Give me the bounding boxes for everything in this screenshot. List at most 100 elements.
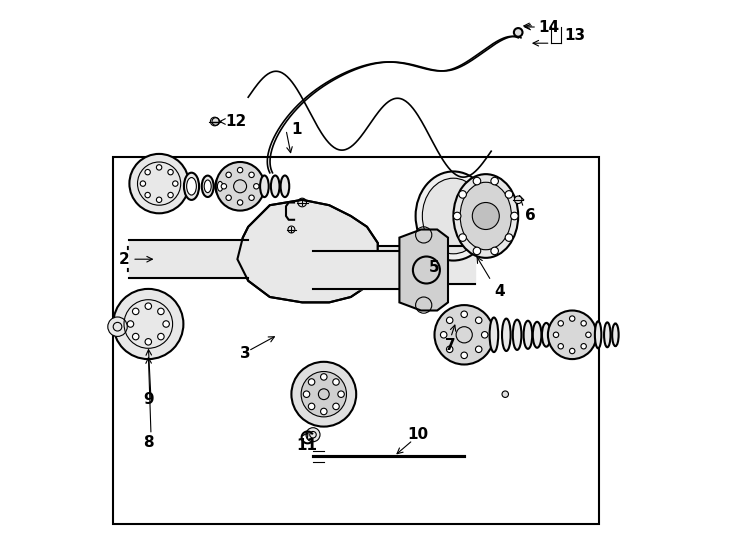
Circle shape: [156, 165, 161, 170]
Circle shape: [306, 428, 320, 442]
Circle shape: [291, 362, 356, 427]
Circle shape: [163, 321, 170, 327]
Polygon shape: [237, 200, 378, 302]
Text: 12: 12: [225, 114, 247, 129]
Ellipse shape: [454, 174, 518, 258]
Circle shape: [459, 234, 466, 241]
Circle shape: [211, 117, 219, 126]
Text: 6: 6: [526, 208, 536, 224]
Circle shape: [321, 374, 327, 380]
Circle shape: [108, 317, 127, 336]
Ellipse shape: [184, 173, 199, 200]
Ellipse shape: [415, 172, 491, 261]
Text: 10: 10: [407, 427, 429, 442]
Circle shape: [581, 343, 586, 349]
Circle shape: [127, 321, 134, 327]
Circle shape: [502, 391, 509, 397]
Ellipse shape: [204, 180, 211, 193]
Ellipse shape: [260, 176, 269, 197]
Circle shape: [435, 305, 494, 364]
Circle shape: [308, 379, 315, 385]
Text: 14: 14: [539, 19, 560, 35]
Circle shape: [254, 184, 259, 189]
Ellipse shape: [513, 320, 521, 350]
Circle shape: [249, 172, 254, 178]
Text: 13: 13: [564, 28, 585, 43]
Ellipse shape: [280, 176, 289, 197]
Polygon shape: [399, 230, 448, 310]
Ellipse shape: [533, 322, 542, 348]
Circle shape: [168, 192, 173, 198]
Text: 8: 8: [143, 435, 153, 450]
Circle shape: [132, 333, 139, 340]
Circle shape: [129, 154, 189, 213]
Circle shape: [505, 234, 513, 241]
Bar: [113, 157, 599, 524]
Circle shape: [321, 408, 327, 415]
Ellipse shape: [186, 178, 197, 195]
Circle shape: [558, 343, 564, 349]
Text: 5: 5: [429, 260, 440, 275]
Ellipse shape: [217, 181, 223, 191]
Circle shape: [145, 192, 150, 198]
Circle shape: [221, 184, 227, 189]
Circle shape: [308, 403, 315, 410]
Circle shape: [168, 170, 173, 175]
Circle shape: [491, 247, 498, 255]
Circle shape: [476, 346, 482, 353]
Circle shape: [461, 352, 468, 359]
Circle shape: [140, 181, 145, 186]
Circle shape: [505, 191, 513, 198]
Circle shape: [333, 403, 339, 410]
Circle shape: [473, 177, 481, 185]
Ellipse shape: [215, 178, 225, 195]
Text: 7: 7: [446, 338, 456, 353]
Circle shape: [515, 196, 522, 204]
Circle shape: [570, 348, 575, 354]
Circle shape: [132, 308, 139, 315]
Ellipse shape: [595, 321, 601, 348]
Ellipse shape: [604, 322, 611, 347]
Circle shape: [586, 332, 591, 338]
Circle shape: [172, 181, 178, 186]
Circle shape: [446, 317, 453, 323]
Circle shape: [158, 308, 164, 315]
Circle shape: [333, 379, 339, 385]
Circle shape: [581, 321, 586, 326]
Circle shape: [491, 177, 498, 185]
Text: 1: 1: [291, 122, 302, 137]
Circle shape: [440, 332, 447, 338]
Circle shape: [145, 339, 151, 345]
Circle shape: [145, 303, 151, 309]
Circle shape: [303, 391, 310, 397]
Circle shape: [459, 191, 466, 198]
Circle shape: [454, 212, 461, 220]
Ellipse shape: [422, 178, 484, 254]
Circle shape: [237, 167, 243, 173]
Circle shape: [113, 289, 184, 359]
Circle shape: [158, 333, 164, 340]
Circle shape: [461, 311, 468, 318]
Ellipse shape: [502, 319, 511, 351]
Circle shape: [216, 162, 264, 211]
Ellipse shape: [542, 323, 550, 347]
Ellipse shape: [612, 323, 619, 346]
Ellipse shape: [523, 321, 532, 349]
Circle shape: [226, 195, 231, 200]
Ellipse shape: [271, 176, 280, 197]
Circle shape: [482, 332, 488, 338]
Ellipse shape: [490, 318, 498, 352]
Circle shape: [338, 391, 344, 397]
Circle shape: [473, 247, 481, 255]
Text: 2: 2: [119, 252, 129, 267]
Circle shape: [156, 197, 161, 202]
Ellipse shape: [550, 324, 559, 346]
Circle shape: [514, 28, 523, 37]
Circle shape: [237, 200, 243, 205]
Circle shape: [249, 195, 254, 200]
Circle shape: [548, 310, 597, 359]
Circle shape: [145, 170, 150, 175]
Ellipse shape: [202, 176, 214, 197]
Circle shape: [446, 346, 453, 353]
Circle shape: [511, 212, 518, 220]
